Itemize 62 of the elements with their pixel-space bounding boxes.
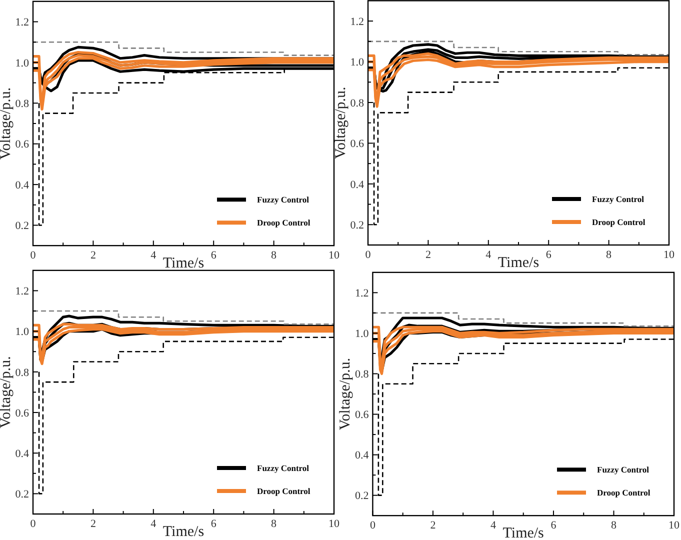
x-axis-title: Time/s [162,256,204,272]
x-axis-title: Time/s [162,524,204,540]
x-tick-label: 0 [370,520,376,532]
y-tick-label: 0.8 [15,366,30,379]
legend-label: Droop Control [257,486,311,496]
legend-label: Droop Control [592,216,646,227]
y-tick-label: 0.4 [15,179,30,192]
y-tick-label: 0.2 [354,490,369,502]
x-tick-label: 4 [490,520,496,532]
x-tick-label: 4 [486,249,492,261]
x-tick-label: 8 [271,250,278,262]
legend-label: Droop Control [597,488,651,498]
y-axis-title: Voltage/p.u. [338,358,354,430]
x-tick-label: 6 [550,520,557,532]
x-tick-label: 2 [430,520,436,532]
y-tick-label: 1.2 [354,288,369,300]
x-axis-title: Time/s [502,526,544,540]
x-tick-label: 4 [150,518,157,530]
y-tick-label: 0.6 [15,407,30,420]
y-tick-label: 0.8 [354,368,370,381]
x-tick-label: 0 [365,249,372,261]
x-tick-label: 6 [210,518,217,530]
y-tick-label: 0.8 [350,97,364,110]
x-tick-label: 10 [328,518,340,530]
y-tick-label: 0.8 [15,98,30,110]
y-tick-label: 1.0 [15,57,30,70]
legend-label: Fuzzy Control [597,464,650,475]
x-tick-label: 10 [328,250,340,262]
x-tick-label: 4 [150,250,157,262]
legend-label: Droop Control [257,218,311,228]
x-axis-title: Time/s [498,255,540,271]
y-tick-label: 0.2 [350,219,364,232]
x-tick-label: 2 [425,249,431,261]
y-tick-label: 1.0 [15,326,30,338]
x-tick-label: 2 [90,518,96,530]
x-tick-label: 8 [271,518,278,530]
y-tick-label: 1.2 [15,286,29,298]
y-tick-label: 0.2 [15,488,29,501]
legend-label: Fuzzy Control [257,194,310,205]
legend-label: Fuzzy Control [257,462,310,473]
y-tick-label: 0.2 [15,220,29,232]
x-tick-label: 8 [606,249,612,261]
y-tick-label: 1.2 [350,16,364,28]
y-tick-label: 1.0 [350,56,364,69]
y-tick-label: 1.0 [354,328,370,340]
y-tick-label: 0.6 [350,138,364,150]
y-tick-label: 0.4 [350,178,364,191]
y-tick-label: 1.2 [15,16,29,29]
x-tick-label: 10 [668,520,680,532]
y-tick-label: 0.4 [354,450,370,462]
legend-label: Fuzzy Control [592,194,645,204]
y-axis-title: Voltage/p.u. [333,86,349,159]
x-tick-label: 0 [30,250,36,262]
x-tick-label: 10 [664,249,675,261]
y-tick-label: 0.6 [354,409,370,422]
y-tick-label: 0.4 [15,448,30,460]
x-tick-label: 6 [210,250,217,262]
x-tick-label: 6 [546,249,552,261]
x-tick-label: 2 [90,250,96,262]
x-tick-label: 0 [30,518,36,530]
y-tick-label: 0.6 [15,138,30,151]
x-tick-label: 8 [610,520,617,532]
